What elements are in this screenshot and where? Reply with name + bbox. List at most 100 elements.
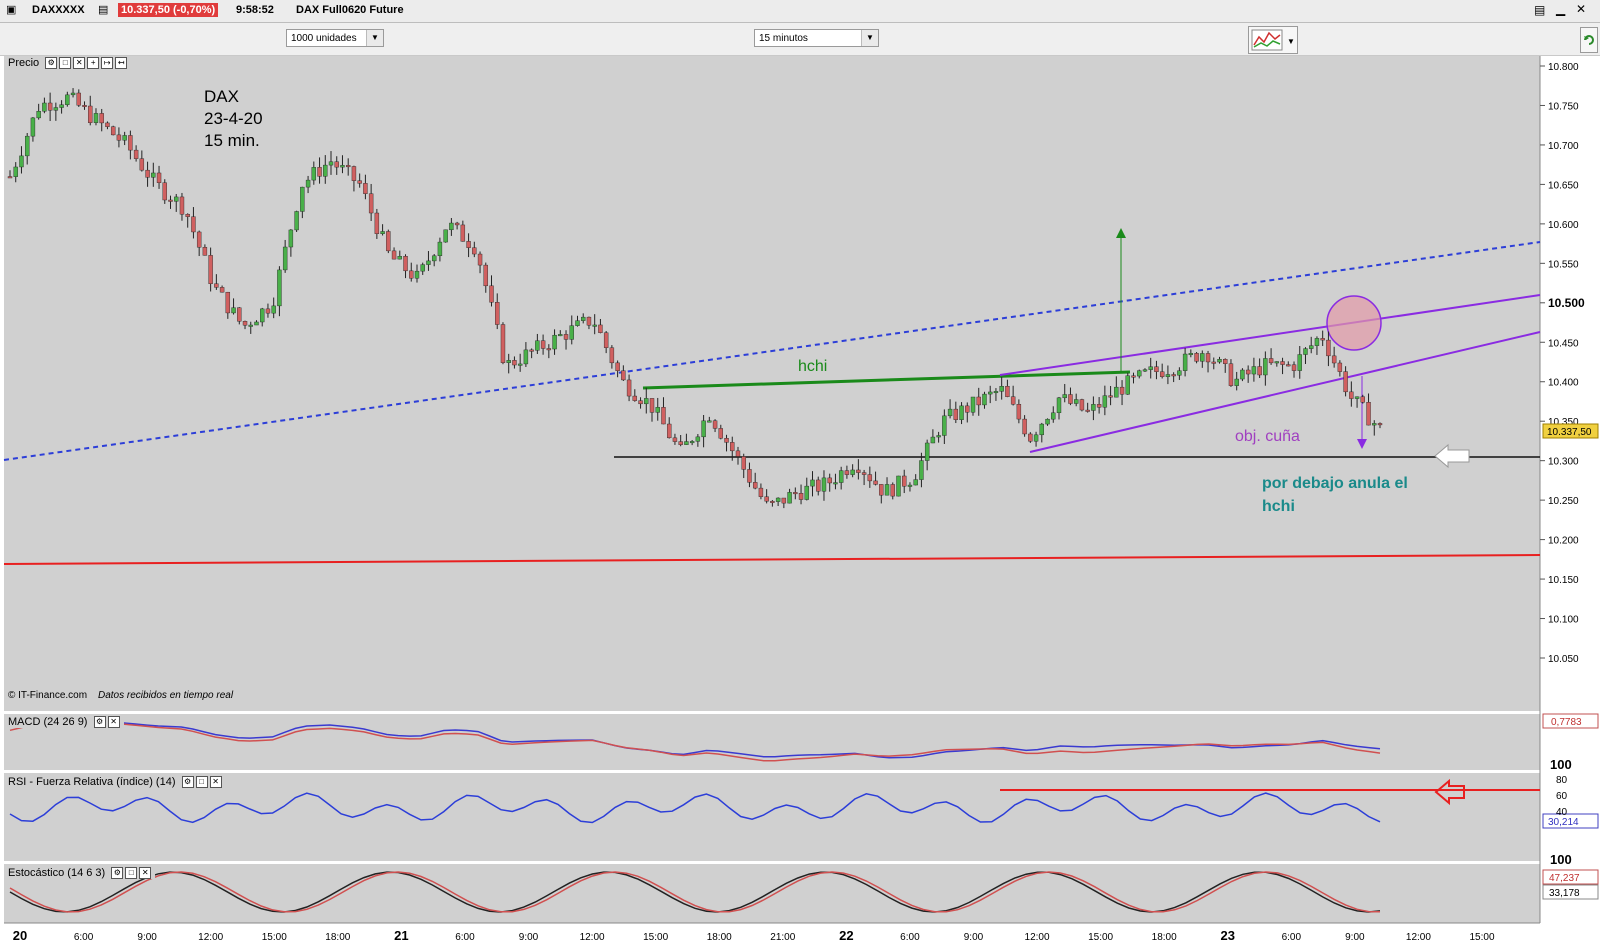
candle-body: [357, 180, 362, 184]
candle-body: [546, 348, 552, 351]
close-icon[interactable]: ✕: [107, 716, 120, 729]
candle-body: [1286, 364, 1291, 367]
candle-body: [1331, 355, 1337, 364]
refresh-button[interactable]: [1580, 27, 1598, 53]
minimize-icon[interactable]: ▁: [1556, 2, 1566, 16]
candle-body: [99, 113, 104, 124]
close-icon[interactable]: ✕: [209, 776, 222, 789]
candle-body: [833, 482, 838, 485]
candle-body: [890, 484, 895, 497]
candle-body: [42, 102, 47, 112]
add-icon[interactable]: +: [87, 57, 100, 70]
export-icon[interactable]: ↦: [101, 57, 114, 70]
candle-body: [930, 436, 936, 444]
candle-body: [626, 379, 632, 397]
candle-body: [816, 479, 821, 492]
close-icon[interactable]: ✕: [73, 57, 86, 70]
import-icon[interactable]: ↤: [115, 57, 128, 70]
candle-body: [277, 269, 282, 307]
candle-body: [1114, 386, 1119, 398]
candle-body: [196, 231, 202, 248]
interval-select[interactable]: 15 minutos ▼: [754, 29, 879, 47]
x-tick-label: 15:00: [262, 932, 287, 943]
candle-body: [902, 475, 907, 487]
stoch-lines: [9, 871, 1381, 913]
annotation-title-3: 15 min.: [204, 131, 260, 150]
candle-body: [88, 105, 93, 123]
candle-body: [638, 400, 643, 405]
candle-body: [168, 199, 173, 202]
candle-body: [598, 324, 603, 333]
chart-type-button[interactable]: ▼: [1248, 26, 1298, 54]
info-icon[interactable]: ▤: [98, 4, 109, 16]
close-icon[interactable]: ✕: [139, 867, 152, 880]
candle-body: [1268, 358, 1274, 364]
candle-body: [19, 155, 24, 168]
candle-body: [466, 241, 471, 248]
candle-body: [758, 487, 764, 497]
candle-body: [838, 470, 844, 483]
candle-body: [368, 193, 374, 214]
rsi-panel-controls: ⚙ □ ✕: [181, 776, 224, 789]
candle-body: [1159, 371, 1165, 377]
wrench-icon[interactable]: ⚙: [111, 867, 124, 880]
macd-signal-line: [9, 721, 1381, 762]
candle-body: [701, 420, 706, 438]
candle-body: [214, 283, 219, 288]
note-line-2: hchi: [1262, 498, 1295, 515]
stoch-d-line: [9, 871, 1381, 913]
candle-body: [1079, 399, 1085, 411]
x-axis-labels: 20 6:00 9:00 12:00 15:00 18:00 21 6:00 9:00 12:00…: [13, 928, 1495, 943]
window-icon[interactable]: ▣: [6, 4, 17, 16]
candle-body: [225, 291, 231, 314]
maximize-icon[interactable]: □: [125, 867, 138, 880]
stoch-ytick-100: 100: [1550, 852, 1572, 867]
candle-body: [1377, 423, 1383, 426]
svg-text:▼: ▼: [1287, 37, 1295, 46]
candle-body: [615, 362, 620, 371]
title-bar: ▣ DAXXXXX ▤ 10.337,50 (-0,70%) 9:58:52 D…: [0, 0, 1600, 23]
macd-line: [9, 718, 1381, 759]
candle-body: [483, 264, 488, 287]
candle-body: [907, 484, 913, 487]
wrench-icon[interactable]: ⚙: [45, 57, 58, 70]
candle-body: [231, 307, 236, 314]
chart-area[interactable]: 10.800 10.750 10.700 10.650 10.600 10.550 10.5…: [0, 56, 1600, 948]
stoch-panel-bg: [4, 864, 1540, 923]
candle-body: [810, 479, 815, 487]
x-tick-label: 9:00: [519, 932, 539, 943]
candle-body: [689, 441, 695, 444]
candle-body: [414, 270, 420, 279]
candle-body: [724, 438, 729, 443]
candle-body: [879, 484, 884, 496]
units-select[interactable]: 1000 unidades ▼: [286, 29, 384, 47]
wrench-icon[interactable]: ⚙: [181, 776, 194, 789]
last-price-tag: 10.337,50: [1547, 427, 1592, 438]
candle-body: [632, 395, 638, 401]
maximize-icon[interactable]: □: [195, 776, 208, 789]
chevron-down-icon[interactable]: ▼: [861, 30, 878, 46]
candle-body: [386, 231, 391, 252]
wrench-icon[interactable]: ⚙: [93, 716, 106, 729]
candle-body: [219, 287, 225, 293]
candle-body: [678, 441, 683, 445]
candle-body: [328, 161, 334, 166]
candle-body: [558, 334, 563, 337]
candle-body: [747, 469, 752, 483]
maximize-icon[interactable]: □: [59, 57, 72, 70]
candle-body: [426, 260, 431, 265]
menu-icon[interactable]: ▤: [1534, 3, 1546, 17]
x-tick-label: 15:00: [1469, 932, 1494, 943]
y-tick-label: 10.600: [1548, 220, 1579, 231]
close-icon[interactable]: ✕: [1576, 2, 1587, 16]
chevron-down-icon[interactable]: ▼: [366, 30, 383, 46]
arrow-down-icon: [1357, 439, 1367, 449]
candle-body: [1005, 386, 1010, 397]
candle-body: [1096, 404, 1102, 408]
candle-body: [437, 241, 443, 257]
candle-body: [1245, 369, 1251, 375]
candle-body: [529, 349, 534, 352]
x-tick-label: 9:00: [137, 932, 157, 943]
candle-body: [1137, 370, 1142, 377]
candle-body: [1234, 378, 1239, 386]
